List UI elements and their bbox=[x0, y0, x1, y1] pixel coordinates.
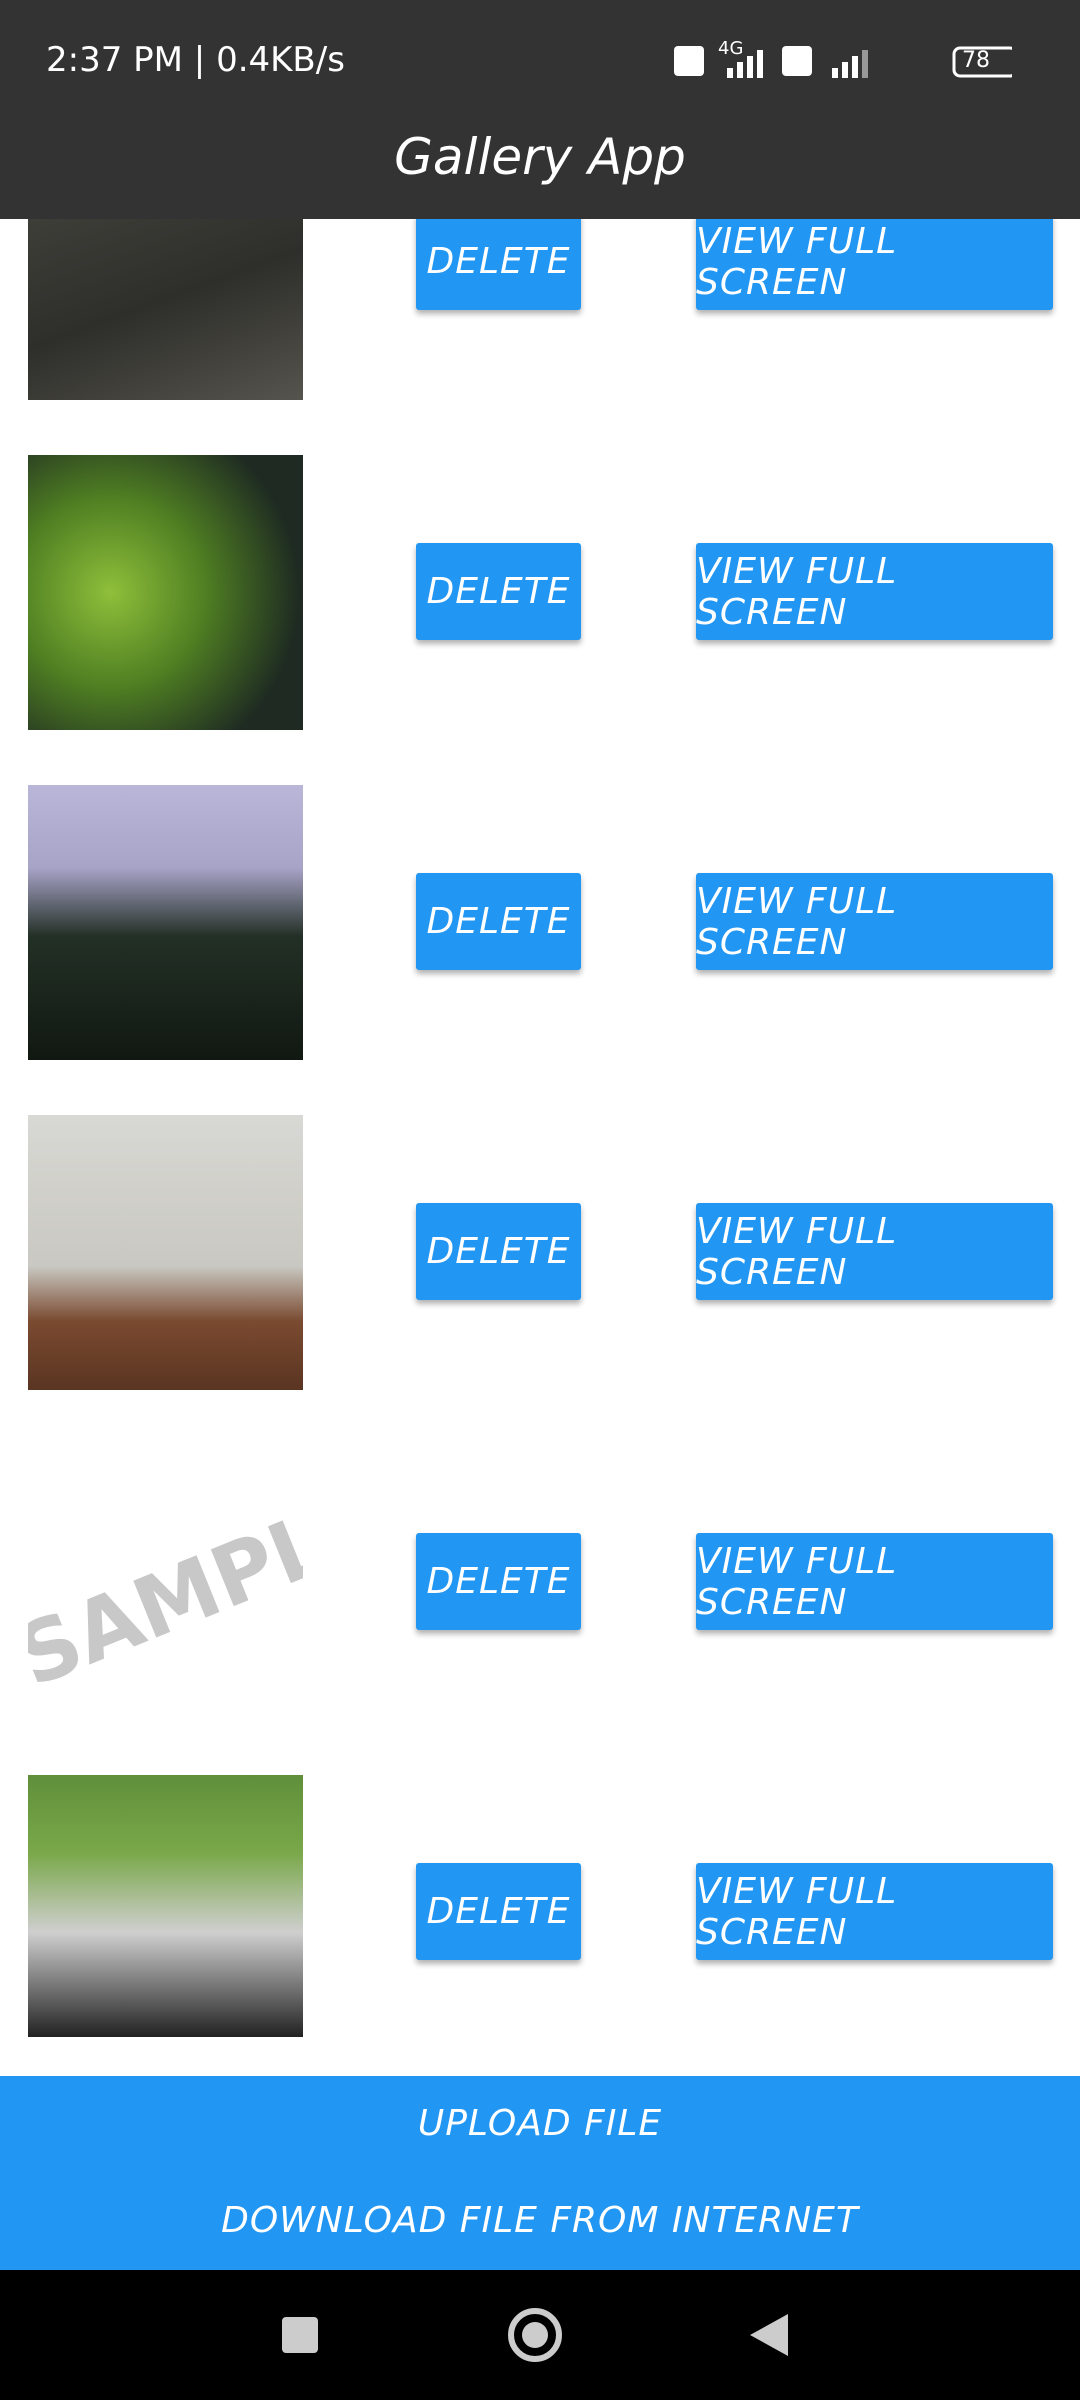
download-button[interactable]: DOWNLOAD FILE FROM INTERNET bbox=[0, 2171, 1080, 2270]
delete-button[interactable]: DELETE bbox=[416, 543, 581, 640]
navigation-bar bbox=[0, 2270, 1080, 2400]
view-full-screen-button[interactable]: VIEW FULL SCREEN bbox=[696, 1533, 1053, 1630]
view-full-screen-button[interactable]: VIEW FULL SCREEN bbox=[696, 213, 1053, 310]
battery-level: 78 bbox=[962, 48, 990, 73]
delete-button[interactable]: DELETE bbox=[416, 1863, 581, 1960]
status-bar: 2:37 PM | 0.4KB/s 4G 78 Gallery App bbox=[0, 0, 1080, 219]
delete-button[interactable]: DELETE bbox=[416, 1203, 581, 1300]
delete-button[interactable]: DELETE bbox=[416, 873, 581, 970]
image-thumbnail[interactable]: SAMPLE bbox=[28, 1445, 303, 1720]
nav-icons bbox=[282, 2308, 788, 2362]
image-thumbnail[interactable] bbox=[28, 455, 303, 730]
status-icons bbox=[674, 46, 1012, 78]
view-full-screen-button[interactable]: VIEW FULL SCREEN bbox=[696, 1203, 1053, 1300]
app-title: Gallery App bbox=[394, 128, 686, 186]
status-time: 2:37 PM | 0.4KB/s bbox=[46, 40, 345, 80]
view-full-screen-button[interactable]: VIEW FULL SCREEN bbox=[696, 1863, 1053, 1960]
watermark-text: SAMPLE bbox=[28, 1472, 303, 1706]
upload-button[interactable]: UPLOAD FILE bbox=[0, 2076, 1080, 2171]
delete-button[interactable]: DELETE bbox=[416, 1533, 581, 1630]
image-thumbnail[interactable] bbox=[28, 785, 303, 1060]
image-thumbnail[interactable] bbox=[28, 1115, 303, 1390]
network-type: 4G bbox=[718, 38, 744, 59]
image-thumbnail[interactable] bbox=[28, 1775, 303, 2037]
view-full-screen-button[interactable]: VIEW FULL SCREEN bbox=[696, 543, 1053, 640]
delete-button[interactable]: DELETE bbox=[416, 213, 581, 310]
view-full-screen-button[interactable]: VIEW FULL SCREEN bbox=[696, 873, 1053, 970]
